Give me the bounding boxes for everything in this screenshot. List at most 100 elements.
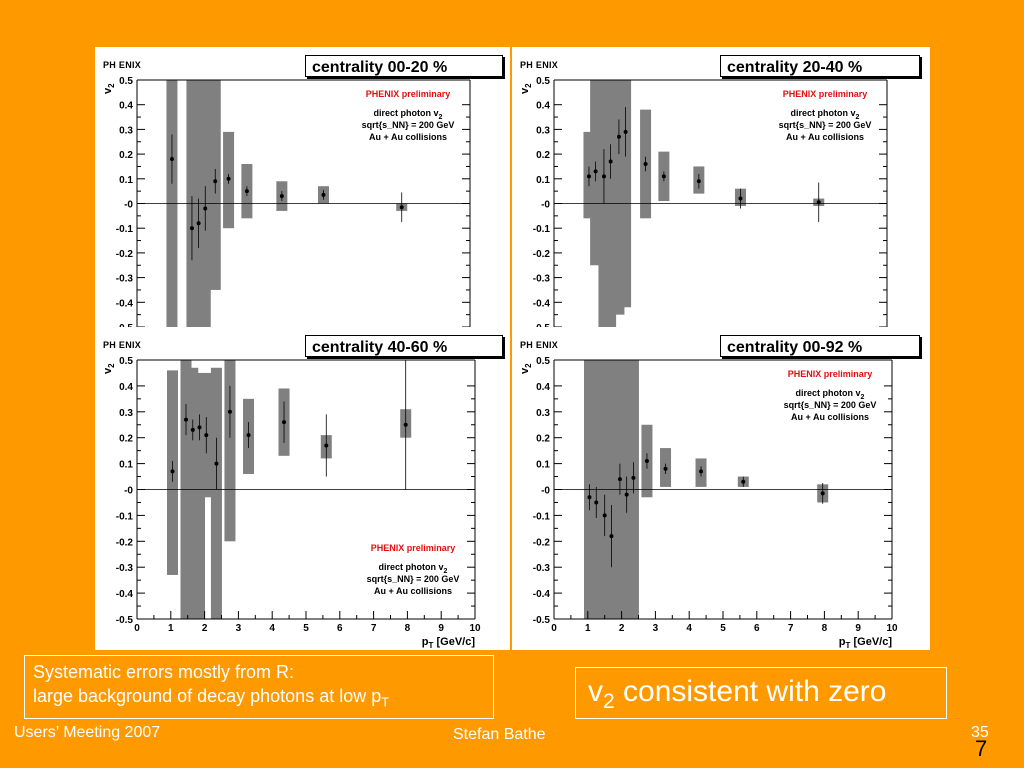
annotation-line-1: direct photon v2 [791, 108, 860, 121]
data-point [602, 513, 607, 518]
x-axis-label: pT [GeV/c] [839, 636, 893, 650]
annotation-line-3: Au + Au collisions [786, 132, 864, 142]
y-tick-label: 0.4 [536, 382, 550, 393]
data-point [586, 174, 591, 179]
syst-error-band [613, 80, 625, 315]
y-tick-label: -0.2 [116, 537, 134, 548]
data-point [616, 134, 621, 139]
annotation: PHENIX preliminary direct photon v2sqrt{s… [367, 543, 460, 596]
data-point [594, 500, 599, 505]
y-tick-label: -0.4 [116, 298, 134, 309]
y-tick-label: -0.1 [533, 224, 551, 235]
y-ticks: 0.5 0.4 0.3 0.2 0.1 -0 -0.1 -0.2 -0.3 -0.4 -0.5 [533, 356, 892, 626]
data-point [190, 427, 195, 432]
data-points [170, 360, 408, 490]
data-point [661, 174, 666, 179]
data-point [741, 479, 746, 484]
data-point [399, 205, 404, 210]
data-point [820, 491, 825, 496]
annotation-line-2: sqrt{s_NN} = 200 GeV [362, 120, 455, 130]
note-line-2: large background of decay photons at low… [33, 686, 389, 710]
annotation-line-1-main: direct photon v [379, 562, 444, 572]
x-tick-label: 3 [236, 623, 242, 634]
annotation-line-3: Au + Au collisions [791, 412, 869, 422]
y-label-sub: 2 [524, 83, 533, 88]
y-tick-label: -0.2 [533, 249, 551, 260]
data-point [197, 425, 202, 430]
y-tick-label: 0.5 [536, 76, 550, 87]
note-line-1: Systematic errors mostly from R: [33, 662, 295, 682]
y-tick-label: 0.4 [536, 101, 550, 112]
chart-panel-20-40: 0.50.40.30.20.1-0-0.1-0.2-0.3-0.4-0.5v2P… [512, 47, 930, 327]
annotation: PHENIX preliminary direct photon v2sqrt{s… [784, 369, 877, 422]
annotation-line-1-main: direct photon v [796, 388, 861, 398]
x-tick-label: 7 [371, 623, 377, 634]
data-point [403, 422, 408, 427]
data-point [321, 192, 326, 197]
x-tick-label: 5 [720, 623, 726, 634]
y-label-sub: 2 [107, 83, 116, 88]
footer-author: Stefan Bathe [453, 726, 546, 743]
data-points [169, 134, 404, 261]
syst-error-band [210, 367, 222, 619]
y-label-sub: 2 [524, 363, 533, 368]
annotation: PHENIX preliminary direct photon v2sqrt{s… [779, 89, 872, 142]
x-label-unit: [GeV/c] [433, 636, 475, 648]
y-tick-label: 0.2 [536, 150, 550, 161]
annotation: PHENIX preliminary direct photon v2sqrt{s… [362, 89, 455, 142]
data-point [617, 477, 622, 482]
annotation-line-1: direct photon v2 [379, 562, 448, 575]
y-axis-label: v2 [102, 363, 116, 374]
y-tick-label: 0.5 [536, 356, 550, 367]
phenix-logo: PH ENIX [103, 340, 142, 350]
x-tick-label: 0 [134, 623, 140, 634]
data-point [282, 420, 287, 425]
annotation-line-1-sub: 2 [444, 568, 448, 575]
y-label-sub: 2 [107, 363, 116, 368]
data-point [738, 196, 743, 201]
data-point [196, 221, 201, 226]
chart-svg: 0.50.40.30.20.1-0-0.1-0.2-0.3-0.4-0.5v20… [102, 356, 481, 650]
annotation-line-2: sqrt{s_NN} = 200 GeV [779, 120, 872, 130]
y-tick-label: -0.3 [116, 274, 134, 285]
y-tick-label: 0.4 [119, 382, 133, 393]
x-ticks: 0 1 2 3 4 5 6 7 8 9 10 [134, 611, 481, 634]
x-tick-label: 1 [585, 623, 591, 634]
data-point [244, 189, 249, 194]
data-point [203, 206, 208, 211]
x-label-main: p [839, 636, 846, 648]
conclusion-box: v2 consistent with zero [575, 667, 947, 719]
y-tick-label: 0.3 [119, 408, 133, 419]
annotation-line-1-main: direct photon v [374, 108, 439, 118]
footer-page-number: 35 [971, 724, 989, 741]
chart-title: centrality 20-40 % [720, 55, 920, 77]
annotation-line-3: Au + Au collisions [374, 586, 452, 596]
y-tick-label: -0.1 [116, 224, 134, 235]
preliminary-label: PHENIX preliminary [788, 369, 873, 379]
preliminary-label: PHENIX preliminary [366, 89, 451, 99]
data-point [663, 466, 668, 471]
data-point [204, 433, 209, 438]
phenix-logo: PH ENIX [520, 340, 559, 350]
y-tick-label: 0.2 [119, 434, 133, 445]
annotation-line-1: direct photon v2 [374, 108, 443, 121]
y-label-main: v [519, 87, 531, 94]
y-tick-label: 0.2 [119, 150, 133, 161]
annotation-line-1-sub: 2 [861, 394, 865, 401]
x-axis-label: pT [GeV/c] [422, 636, 476, 650]
data-point [601, 174, 606, 179]
y-tick-label: 0.1 [536, 175, 550, 186]
x-tick-label: 0 [551, 623, 557, 634]
y-label-main: v [102, 367, 114, 374]
y-ticks: 0.5 0.4 0.3 0.2 0.1 -0 -0.1 -0.2 -0.3 -0.4 -0.5 [533, 76, 887, 327]
preliminary-label: PHENIX preliminary [783, 89, 868, 99]
x-tick-label: 4 [269, 623, 275, 634]
y-tick-label: -0 [541, 486, 550, 497]
data-point [587, 495, 592, 500]
data-point [170, 469, 175, 474]
annotation-line-2: sqrt{s_NN} = 200 GeV [784, 400, 877, 410]
y-tick-label: 0.5 [119, 356, 133, 367]
y-tick-label: 0.3 [536, 125, 550, 136]
y-axis-label: v2 [519, 363, 533, 374]
chart-title: centrality 00-92 % [720, 335, 920, 357]
